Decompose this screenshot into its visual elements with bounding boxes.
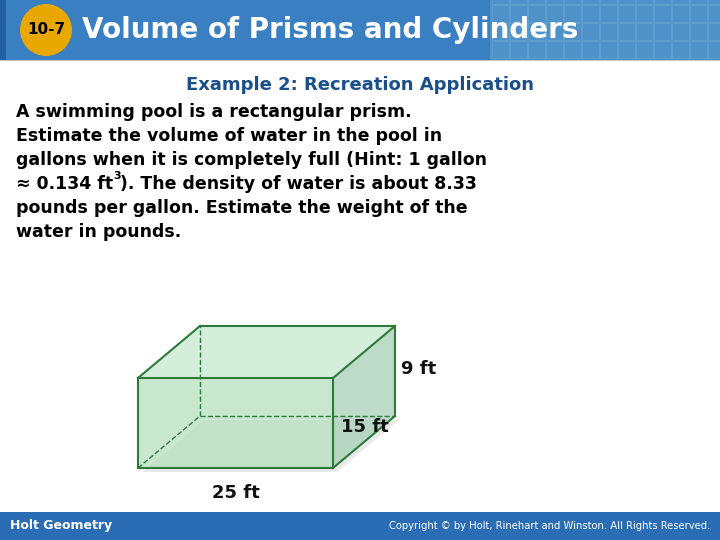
Bar	[564, 5, 581, 22]
Bar	[600, 41, 617, 58]
Bar	[510, 5, 527, 22]
Text: 15 ft: 15 ft	[341, 418, 389, 436]
Bar	[654, 41, 671, 58]
Bar	[582, 41, 599, 58]
Bar	[0, 512, 720, 540]
Bar	[672, 0, 689, 4]
Bar	[708, 23, 720, 40]
Bar	[510, 23, 527, 40]
Bar	[510, 41, 527, 58]
Bar	[672, 23, 689, 40]
Text: ). The density of water is about 8.33: ). The density of water is about 8.33	[120, 175, 477, 193]
Bar	[546, 23, 563, 40]
Bar	[528, 23, 545, 40]
Text: 9 ft: 9 ft	[401, 360, 436, 378]
Polygon shape	[138, 378, 333, 468]
Text: A swimming pool is a rectangular prism.: A swimming pool is a rectangular prism.	[16, 103, 412, 121]
Text: 3: 3	[113, 171, 121, 181]
Text: gallons when it is completely full (Hint: 1 gallon: gallons when it is completely full (Hint…	[16, 151, 487, 169]
Bar	[600, 5, 617, 22]
Bar	[492, 23, 509, 40]
Bar	[564, 41, 581, 58]
Text: 25 ft: 25 ft	[212, 484, 259, 502]
Bar	[636, 5, 653, 22]
Bar	[582, 0, 599, 4]
Bar	[582, 5, 599, 22]
Bar	[492, 0, 509, 4]
Polygon shape	[138, 326, 395, 378]
Bar	[600, 0, 617, 4]
Bar	[492, 5, 509, 22]
Bar	[528, 5, 545, 22]
Bar	[708, 0, 720, 4]
Bar	[0, 0, 6, 60]
Bar	[708, 41, 720, 58]
Bar	[546, 0, 563, 4]
Text: Copyright © by Holt, Rinehart and Winston. All Rights Reserved.: Copyright © by Holt, Rinehart and Winsto…	[389, 521, 710, 531]
Text: ≈ 0.134 ft: ≈ 0.134 ft	[16, 175, 113, 193]
Text: Volume of Prisms and Cylinders: Volume of Prisms and Cylinders	[82, 16, 578, 44]
Bar	[0, 0, 720, 60]
Bar	[654, 5, 671, 22]
Bar	[618, 41, 635, 58]
Bar	[510, 0, 527, 4]
Bar	[672, 41, 689, 58]
Bar	[564, 0, 581, 4]
Bar	[546, 41, 563, 58]
Bar	[690, 41, 707, 58]
Bar	[564, 23, 581, 40]
Bar	[582, 23, 599, 40]
Text: 10-7: 10-7	[27, 22, 65, 37]
Bar	[690, 23, 707, 40]
Bar	[492, 41, 509, 58]
Bar	[528, 0, 545, 4]
Bar	[636, 0, 653, 4]
Bar	[618, 0, 635, 4]
Polygon shape	[142, 420, 399, 472]
Bar	[636, 23, 653, 40]
Bar	[528, 41, 545, 58]
Bar	[618, 5, 635, 22]
Text: Example 2: Recreation Application: Example 2: Recreation Application	[186, 76, 534, 94]
Bar	[546, 5, 563, 22]
Text: pounds per gallon. Estimate the weight of the: pounds per gallon. Estimate the weight o…	[16, 199, 467, 217]
Bar	[636, 41, 653, 58]
Bar	[618, 23, 635, 40]
Bar	[690, 5, 707, 22]
Circle shape	[20, 4, 72, 56]
Bar	[708, 5, 720, 22]
Bar	[672, 5, 689, 22]
Text: Holt Geometry: Holt Geometry	[10, 519, 112, 532]
Bar	[600, 23, 617, 40]
Bar	[490, 0, 720, 60]
Text: Estimate the volume of water in the pool in: Estimate the volume of water in the pool…	[16, 127, 442, 145]
Bar	[690, 0, 707, 4]
Text: water in pounds.: water in pounds.	[16, 223, 181, 241]
Polygon shape	[333, 326, 395, 468]
Bar	[654, 23, 671, 40]
Bar	[654, 0, 671, 4]
